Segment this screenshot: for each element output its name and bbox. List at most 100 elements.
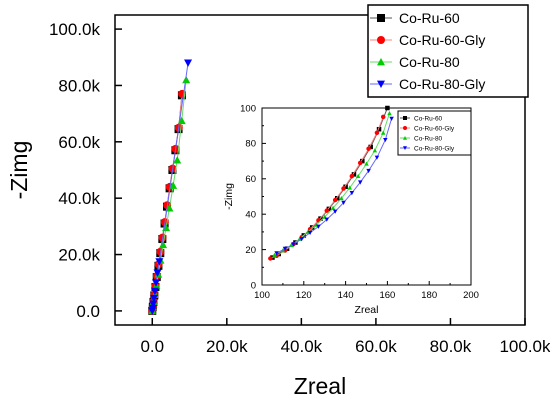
legend-label: Co-Ru-80-Gly [414, 145, 455, 152]
y-tick-label: 80 [245, 139, 256, 150]
data-point [149, 300, 158, 308]
data-point [339, 196, 344, 201]
x-tick-label: 40.0k [281, 337, 323, 356]
legend-marker [403, 116, 407, 120]
y-axis-label: -Zimg [223, 183, 235, 210]
y-tick-label: 40 [245, 210, 256, 221]
x-tick-label: 80.0k [430, 337, 472, 356]
data-point [360, 158, 365, 164]
legend-label: Co-Ru-80 [414, 135, 443, 142]
legend-marker [403, 146, 407, 150]
series-co-ru-80-gly [274, 116, 394, 256]
y-tick-label: 80.0k [58, 76, 100, 95]
data-point [341, 200, 346, 205]
data-point [149, 294, 158, 303]
legend-item: Co-Ru-60 [370, 10, 460, 26]
data-point [291, 242, 296, 247]
data-point [343, 184, 348, 190]
data-point [274, 251, 279, 256]
series-line [272, 107, 388, 259]
data-point [150, 287, 159, 296]
y-tick-label: 0.0 [76, 302, 100, 321]
data-point [349, 173, 355, 179]
legend-label: Co-Ru-80 [399, 54, 460, 70]
data-point [330, 205, 336, 210]
x-tick-label: 0.0 [140, 337, 164, 356]
legend-marker [377, 36, 385, 44]
y-axis-label: -Zimg [6, 141, 32, 200]
data-point [366, 146, 371, 151]
x-axis-label: Zreal [355, 304, 379, 316]
legend-item: Co-Ru-80 [370, 54, 460, 70]
legend-item: Co-Ru-60-Gly [400, 125, 455, 132]
data-point [184, 59, 193, 67]
legend-marker [403, 126, 407, 130]
legend: Co-Ru-60 Co-Ru-60-Gly Co-Ru-80 Co-Ru-80-Gly [397, 110, 472, 156]
data-point [357, 160, 363, 166]
legend-label: Co-Ru-60 [414, 115, 443, 122]
x-tick-label: 100.0k [499, 337, 550, 356]
data-point [307, 226, 313, 232]
data-point [182, 75, 191, 84]
y-tick-label: 40.0k [58, 189, 100, 208]
legend-label: Co-Ru-60-Gly [414, 125, 455, 132]
data-point [299, 237, 304, 242]
x-tick-label: 200 [463, 290, 479, 301]
data-point [173, 156, 182, 164]
legend-label: Co-Ru-60 [399, 10, 460, 26]
data-point [389, 116, 394, 121]
y-tick-label: 20.0k [58, 245, 100, 264]
data-point [165, 204, 174, 212]
data-point [152, 279, 160, 287]
x-tick-label: 60.0k [355, 337, 397, 356]
series-co-ru-80 [272, 111, 392, 257]
y-tick-label: 20 [245, 245, 256, 256]
data-point [368, 144, 373, 150]
series-line [270, 116, 384, 259]
data-point [148, 304, 157, 313]
legend-label: Co-Ru-60-Gly [399, 32, 485, 48]
legend-item: Co-Ru-80-Gly [370, 76, 485, 92]
data-point [380, 114, 386, 120]
data-point [351, 172, 357, 177]
legend-box [367, 4, 529, 98]
data-point [307, 230, 313, 236]
legend-marker [403, 136, 407, 140]
data-point [380, 130, 386, 135]
legend-marker [377, 58, 385, 66]
data-point [324, 208, 330, 213]
data-point [349, 191, 355, 196]
data-point [374, 155, 380, 160]
data-point [372, 148, 378, 153]
y-tick-label: 60 [245, 174, 256, 185]
series-co-ru-60 [270, 105, 390, 260]
inset-plot: 100 120 140 160 180 200 0 20 40 60 80 100 Zreal -Zimg… [223, 103, 479, 316]
data-point [366, 168, 371, 174]
legend-item: Co-Ru-60-Gly [370, 32, 485, 48]
legend-item: Co-Ru-80-Gly [400, 145, 455, 152]
data-point [355, 173, 361, 179]
y-tick-label: 100.0k [49, 20, 101, 39]
data-point [282, 246, 288, 251]
data-point [376, 126, 382, 132]
main-plot: 0.0 20.0k 40.0k 60.0k 80.0k 100.0k 0.0 20.0k 40.… [6, 4, 550, 399]
legend-item: Co-Ru-60 [400, 115, 443, 122]
data-point [268, 256, 273, 261]
legend-marker [377, 80, 385, 88]
x-tick-label: 120 [296, 290, 312, 301]
data-point [357, 180, 363, 185]
data-point [324, 217, 330, 222]
x-tick-label: 100 [254, 290, 270, 301]
data-point [153, 269, 162, 277]
x-tick-label: 140 [338, 290, 354, 301]
x-tick-label: 160 [379, 290, 395, 301]
data-point [155, 258, 164, 266]
y-tick-label: 0 [251, 280, 256, 291]
data-point [272, 252, 277, 257]
series-co-ru-80-gly [148, 59, 193, 315]
legend-marker [377, 14, 385, 22]
legend-box [397, 110, 472, 156]
x-axis-label: Zreal [294, 373, 346, 399]
y-tick-label: 60.0k [58, 133, 100, 152]
